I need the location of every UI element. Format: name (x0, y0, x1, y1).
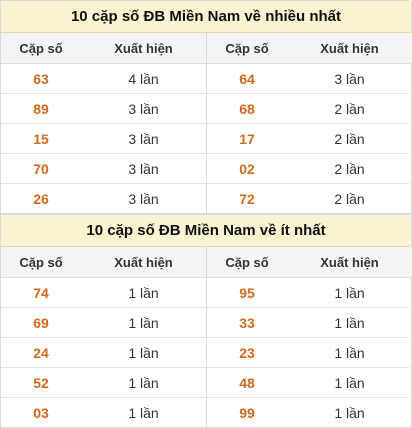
occurrence-count: 4 lần (128, 70, 159, 87)
table-row: 33 1 lần (207, 308, 412, 338)
pair-number: 68 (239, 100, 255, 117)
occurrence-count: 3 lần (128, 100, 159, 117)
least-frequent-block: 10 cặp số ĐB Miền Nam về ít nhất Cặp số … (0, 214, 412, 428)
occurrence-count: 3 lần (128, 190, 159, 207)
table-row: 24 1 lần (1, 338, 206, 368)
table-row: 68 2 lần (207, 94, 412, 124)
occurrence-count: 1 lần (334, 344, 365, 361)
least-frequent-left-table: Cặp số Xuất hiện 74 1 lần 69 1 lần 24 1 lần… (1, 247, 206, 427)
most-frequent-title: 10 cặp số ĐB Miền Nam về nhiều nhất (1, 1, 411, 33)
pair-number: 95 (239, 284, 255, 301)
table-row: 99 1 lần (207, 398, 412, 427)
pair-number: 48 (239, 374, 255, 391)
pair-number: 64 (239, 70, 255, 87)
most-frequent-block: 10 cặp số ĐB Miền Nam về nhiều nhất Cặp … (0, 1, 412, 214)
occurrence-count: 2 lần (334, 100, 365, 117)
most-frequent-right-table: Cặp số Xuất hiện 64 3 lần 68 2 lần 17 2 lần… (206, 33, 412, 213)
occurrence-count: 1 lần (128, 284, 159, 301)
table-row: 48 1 lần (207, 368, 412, 398)
occurrence-count: 2 lần (334, 130, 365, 147)
table-row: 02 2 lần (207, 154, 412, 184)
table-row: 70 3 lần (1, 154, 206, 184)
pair-number: 23 (239, 344, 255, 361)
occurrence-count: 1 lần (128, 374, 159, 391)
table-row: 72 2 lần (207, 184, 412, 213)
table-row: 23 1 lần (207, 338, 412, 368)
table-row: 95 1 lần (207, 278, 412, 308)
table-row: 64 3 lần (207, 64, 412, 94)
table-header-row: Cặp số Xuất hiện (1, 33, 206, 64)
table-row: 69 1 lần (1, 308, 206, 338)
pair-number: 24 (33, 344, 49, 361)
occurrence-count: 1 lần (128, 344, 159, 361)
table-header-row: Cặp số Xuất hiện (207, 247, 412, 278)
occurrence-count: 2 lần (334, 160, 365, 177)
least-frequent-title: 10 cặp số ĐB Miền Nam về ít nhất (1, 215, 411, 247)
pair-column-header: Cặp số (225, 254, 269, 270)
table-row: 63 4 lần (1, 64, 206, 94)
pair-number: 26 (33, 190, 49, 207)
table-row: 74 1 lần (1, 278, 206, 308)
occurrence-count: 1 lần (128, 404, 159, 421)
least-frequent-right-table: Cặp số Xuất hiện 95 1 lần 33 1 lần 23 1 lần… (206, 247, 412, 427)
table-row: 17 2 lần (207, 124, 412, 154)
pair-number: 33 (239, 314, 255, 331)
occurrence-count: 1 lần (334, 404, 365, 421)
most-frequent-left-table: Cặp số Xuất hiện 63 4 lần 89 3 lần 15 3 lần… (1, 33, 206, 213)
occurrence-count: 1 lần (334, 374, 365, 391)
pair-number: 69 (33, 314, 49, 331)
pair-column-header: Cặp số (225, 40, 269, 56)
pair-number: 99 (239, 404, 255, 421)
table-header-row: Cặp số Xuất hiện (1, 247, 206, 278)
count-column-header: Xuất hiện (114, 254, 173, 270)
occurrence-count: 3 lần (128, 160, 159, 177)
count-column-header: Xuất hiện (114, 40, 173, 56)
table-header-row: Cặp số Xuất hiện (207, 33, 412, 64)
occurrence-count: 1 lần (334, 314, 365, 331)
pair-column-header: Cặp số (19, 40, 63, 56)
pair-number: 17 (239, 130, 255, 147)
count-column-header: Xuất hiện (320, 40, 379, 56)
pair-number: 52 (33, 374, 49, 391)
occurrence-count: 3 lần (128, 130, 159, 147)
occurrence-count: 2 lần (334, 190, 365, 207)
count-column-header: Xuất hiện (320, 254, 379, 270)
table-row: 03 1 lần (1, 398, 206, 427)
pair-number: 72 (239, 190, 255, 207)
pair-number: 15 (33, 130, 49, 147)
occurrence-count: 1 lần (128, 314, 159, 331)
table-row: 89 3 lần (1, 94, 206, 124)
pair-number: 03 (33, 404, 49, 421)
occurrence-count: 1 lần (334, 284, 365, 301)
table-row: 26 3 lần (1, 184, 206, 213)
occurrence-count: 3 lần (334, 70, 365, 87)
pair-column-header: Cặp số (19, 254, 63, 270)
pair-number: 74 (33, 284, 49, 301)
pair-number: 02 (239, 160, 255, 177)
most-frequent-panels: Cặp số Xuất hiện 63 4 lần 89 3 lần 15 3 lần… (1, 33, 412, 213)
table-row: 15 3 lần (1, 124, 206, 154)
pair-number: 63 (33, 70, 49, 87)
least-frequent-panels: Cặp số Xuất hiện 74 1 lần 69 1 lần 24 1 lần… (1, 247, 412, 427)
table-row: 52 1 lần (1, 368, 206, 398)
pair-number: 70 (33, 160, 49, 177)
pair-number: 89 (33, 100, 49, 117)
